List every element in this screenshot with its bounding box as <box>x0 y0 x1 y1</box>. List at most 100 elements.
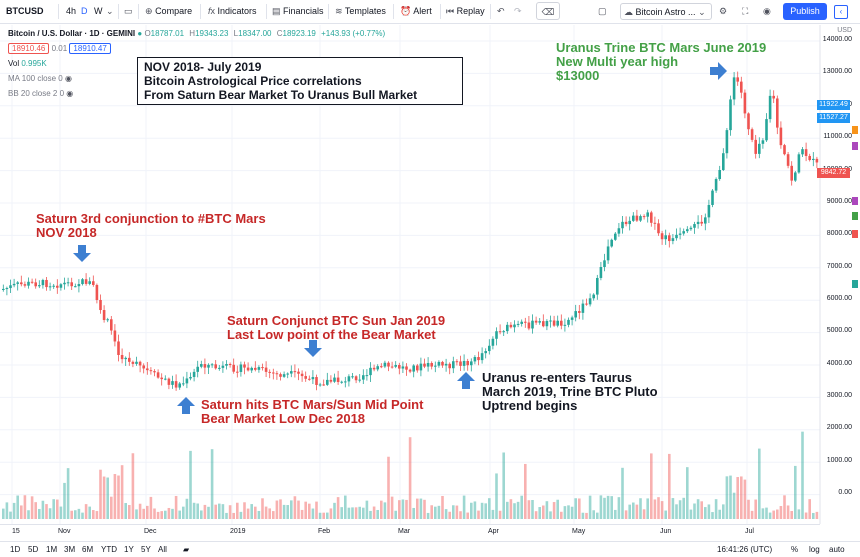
sell-button[interactable]: 18910.46 <box>8 43 50 54</box>
templates-button[interactable]: ≋ Templates <box>335 0 386 23</box>
price-chart[interactable] <box>0 25 860 524</box>
volume-bar <box>27 510 30 519</box>
volume-bar <box>729 475 732 519</box>
range-3m[interactable]: 3M <box>64 545 76 554</box>
marker-dot[interactable] <box>852 126 858 134</box>
volume-bar <box>200 510 203 519</box>
marker-dot[interactable] <box>852 197 858 205</box>
symbol-search[interactable]: BTCUSD <box>6 6 44 16</box>
volume-bar <box>297 500 300 519</box>
range-1d[interactable]: 1D <box>10 545 21 554</box>
financials-button[interactable]: ▤ Financials <box>272 0 324 23</box>
compare-button[interactable]: ⊕ Compare <box>145 0 192 23</box>
range-1m[interactable]: 1M <box>46 545 58 554</box>
auto-toggle[interactable]: auto <box>829 545 845 554</box>
range-ytd[interactable]: YTD <box>101 545 117 554</box>
candle-body <box>419 363 423 371</box>
layout-name-button[interactable]: ☁ Bitcoin Astro ... ⌄ <box>620 3 712 20</box>
hide-panel-icon[interactable]: ‹ <box>834 5 848 19</box>
candle-body <box>113 330 117 342</box>
interval-1w[interactable]: W <box>94 6 103 16</box>
volume-bar <box>246 508 250 519</box>
candle-body <box>495 331 498 339</box>
range-6m[interactable]: 6M <box>82 545 94 554</box>
volume-bar <box>261 498 264 519</box>
saturn-hits-annotation[interactable]: Saturn hits BTC Mars/Sun Mid Point Bear … <box>201 398 423 426</box>
ohlc-high-label: H <box>189 29 196 38</box>
percent-toggle[interactable]: % <box>791 545 799 554</box>
candle-body <box>344 381 347 383</box>
candle-body <box>117 341 120 356</box>
candle-body <box>596 277 599 295</box>
candle-body <box>610 239 613 247</box>
candle-body <box>603 260 606 268</box>
undo-icon[interactable]: ↶ <box>497 6 505 16</box>
candle-body <box>653 222 657 224</box>
price-axis-label: 9000.00 <box>826 198 852 205</box>
volume-bar <box>372 506 376 519</box>
range-all[interactable]: All <box>158 545 167 554</box>
marker-dot[interactable] <box>852 280 858 288</box>
marker-dot[interactable] <box>852 212 858 220</box>
legend-title[interactable]: Bitcoin / U.S. Dollar · 1D · GEMINI <box>8 29 136 38</box>
volume-bar <box>185 498 189 519</box>
candle-body <box>786 154 790 166</box>
eraser-icon[interactable]: ⌫ <box>536 2 560 20</box>
fullscreen-icon[interactable]: ⛶ <box>742 6 749 16</box>
log-toggle[interactable]: log <box>809 545 820 554</box>
volume-bar <box>38 508 41 519</box>
interval-dropdown-icon[interactable]: ⌄ <box>106 6 114 16</box>
volume-bar <box>585 512 588 519</box>
buy-button[interactable]: 18910.47 <box>69 43 111 54</box>
range-5d[interactable]: 5D <box>28 545 39 554</box>
chart-type-icon[interactable]: ▭ <box>124 6 133 16</box>
chevron-down-icon: ⌄ <box>698 7 706 17</box>
saturn-3rd-conjunction-annotation[interactable]: Saturn 3rd conjunction to #BTC Mars NOV … <box>36 212 266 240</box>
volume-bar <box>358 506 361 519</box>
utc-time[interactable]: 16:41:26 (UTC) <box>717 545 773 554</box>
settings-gear-icon[interactable]: ⚙ <box>719 6 728 16</box>
marker-dot[interactable] <box>852 230 858 238</box>
candle-body <box>340 381 343 383</box>
marker-dot[interactable] <box>852 142 858 150</box>
time-axis[interactable]: 15 Nov Dec 2019 Feb Mar Apr May Jun Jul <box>0 524 820 540</box>
volume-bar <box>477 510 480 519</box>
layout-square-icon[interactable]: ▢ <box>598 6 607 16</box>
ma-label[interactable]: MA 100 close 0 <box>8 74 63 83</box>
uranus-taurus-annotation[interactable]: Uranus re-enters Taurus March 2019, Trin… <box>482 371 658 413</box>
alert-button[interactable]: ⏰ Alert <box>400 0 432 23</box>
volume-bar <box>124 503 127 519</box>
candle-body <box>484 351 487 354</box>
chart-title-box[interactable]: NOV 2018- July 2019 Bitcoin Astrological… <box>137 57 463 105</box>
eye-icon[interactable]: ◉ <box>64 74 72 83</box>
volume-bar <box>675 504 678 519</box>
indicators-button[interactable]: fx Indicators <box>208 0 257 23</box>
candle-body <box>646 212 649 217</box>
candle-body <box>516 323 520 325</box>
volume-bar <box>711 512 714 519</box>
candle-body <box>477 357 480 361</box>
volume-bar <box>484 503 487 519</box>
camera-icon[interactable]: ◉ <box>763 6 771 16</box>
uranus-trine-annotation[interactable]: Uranus Trine BTC Mars June 2019 New Mult… <box>556 41 766 83</box>
bb-label[interactable]: BB 20 close 2 0 <box>8 89 65 98</box>
publish-button[interactable]: Publish <box>783 3 827 20</box>
range-5y[interactable]: 5Y <box>141 545 151 554</box>
range-1y[interactable]: 1Y <box>124 545 134 554</box>
eye-icon[interactable]: ◉ <box>66 89 74 98</box>
volume-bar <box>362 507 365 519</box>
redo-icon[interactable]: ↷ <box>514 6 522 16</box>
interval-4h[interactable]: 4h <box>66 6 77 16</box>
time-axis-label: 15 <box>12 528 20 535</box>
volume-bar <box>347 507 351 519</box>
saturn-conjunct-sun-annotation[interactable]: Saturn Conjunct BTC Sun Jan 2019 Last Lo… <box>227 314 445 342</box>
replay-button[interactable]: ⏮ Replay <box>446 0 485 23</box>
cloud-icon: ☁ <box>624 7 633 17</box>
candle-body <box>628 220 631 225</box>
interval-1d[interactable]: D <box>81 6 88 16</box>
price-axis-label: 4000.00 <box>826 360 852 367</box>
volume-bar <box>329 508 333 519</box>
candle-body <box>444 363 448 366</box>
candle-body <box>171 381 174 385</box>
goto-date-icon[interactable]: ▰ <box>183 545 190 554</box>
